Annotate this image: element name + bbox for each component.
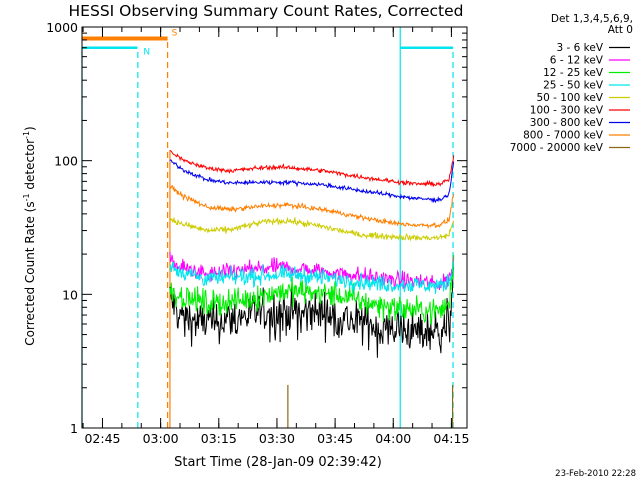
x-axis-label: Start Time (28-Jan-09 02:39:42): [174, 455, 382, 470]
y-axis-label-sup2: -1: [22, 131, 31, 139]
y-axis-label-sup1: -1: [22, 193, 31, 201]
legend-header-line1: Det 1,3,4,5,6,9,: [551, 13, 633, 25]
y-axis-label-mid: detector: [23, 139, 37, 194]
legend-label: 50 - 100 keV: [536, 92, 603, 104]
series-line-2: [169, 254, 455, 326]
x-tick-label: 03:30: [259, 431, 295, 446]
series-line-5: [169, 149, 455, 188]
legend-label: 800 - 7000 keV: [523, 130, 604, 142]
series-line-7: [169, 184, 455, 230]
legend-label: 12 - 25 keV: [543, 67, 604, 79]
legend-label: 7000 - 20000 keV: [510, 142, 604, 154]
series-line-3: [169, 261, 454, 295]
legend-header-line2: Att 0: [608, 24, 633, 36]
footer-timestamp: 23-Feb-2010 22:28: [555, 469, 636, 479]
y-axis-label-end: ): [23, 126, 37, 131]
series-line-1: [169, 251, 454, 291]
y-tick-label: 10: [62, 287, 78, 302]
flag-label-s: S: [172, 29, 178, 39]
legend-label: 300 - 800 keV: [530, 117, 604, 129]
x-tick-label: 03:15: [201, 431, 237, 446]
legend-label: 3 - 6 keV: [556, 42, 603, 54]
flag-label-n: N: [143, 48, 150, 58]
y-axis-label-main: Corrected Count Rate (s: [23, 201, 37, 345]
legend-label: 100 - 300 keV: [530, 105, 604, 117]
x-tick-label: 02:45: [84, 431, 120, 446]
series-line-6: [169, 159, 455, 204]
y-tick-label: 100: [54, 154, 78, 169]
plot-frame: [81, 26, 468, 429]
axis-layer: 02:45 03:00 03:15 03:30 03:45 04:00 04:15 1 10 10…: [46, 20, 469, 446]
x-tick-label: 04:00: [375, 431, 411, 446]
y-axis-label: Corrected Count Rate (s-1 detector-1): [22, 126, 37, 345]
plot-area: NS: [81, 27, 455, 428]
x-tick-label: 03:45: [317, 431, 353, 446]
series-line-0: [169, 267, 455, 358]
y-tick-label: 1: [70, 421, 78, 436]
x-tick-label: 03:00: [143, 431, 179, 446]
series-line-4: [169, 216, 455, 242]
legend-label: 25 - 50 keV: [543, 80, 604, 92]
x-tick-label: 04:15: [433, 431, 469, 446]
y-tick-label: 1000: [46, 20, 78, 35]
chart-title: HESSI Observing Summary Count Rates, Cor…: [69, 2, 464, 20]
legend-label: 6 - 12 keV: [550, 55, 604, 67]
